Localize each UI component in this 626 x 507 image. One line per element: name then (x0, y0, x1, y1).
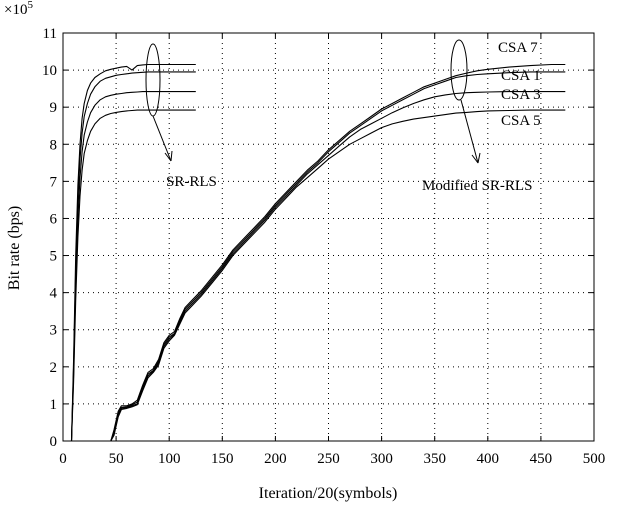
series-label-csa7: CSA 7 (498, 40, 538, 56)
y-tick-label: 11 (43, 26, 57, 42)
x-axis-label: Iteration/20(symbols) (259, 485, 398, 502)
y-multiplier: ×105 (4, 0, 33, 18)
x-tick-label: 100 (158, 451, 181, 467)
y-tick-label: 1 (50, 397, 58, 413)
y-tick-label: 2 (50, 360, 58, 376)
y-multiplier-exponent: 5 (27, 0, 33, 11)
sr-rls-line-3 (63, 91, 196, 442)
modified-sr-rls-line-4 (63, 109, 566, 442)
x-tick-label: 250 (317, 451, 340, 467)
modified-sr-rls-arrowhead (471, 152, 481, 164)
x-tick-label: 350 (423, 451, 446, 467)
series-label-csa5: CSA 5 (501, 113, 541, 129)
x-tick-label: 450 (530, 451, 553, 467)
modified-sr-rls-annotation: Modified SR-RLS (422, 178, 532, 194)
sr-rls-arrowhead (164, 150, 173, 162)
modified-sr-rls-group-ellipse (450, 39, 468, 101)
y-tick-label: 8 (50, 137, 58, 153)
y-tick-label: 3 (50, 323, 58, 339)
y-tick-label: 6 (50, 211, 58, 227)
x-tick-label: 150 (211, 451, 234, 467)
modified-sr-rls-line-1 (63, 63, 566, 442)
x-tick-label: 400 (477, 451, 500, 467)
y-tick-label: 0 (50, 434, 58, 450)
series-label-csa1: CSA 1 (501, 68, 541, 84)
modified-sr-rls-line-2 (63, 71, 566, 442)
x-tick-label: 200 (264, 451, 287, 467)
sr-rls-group-ellipse (145, 43, 161, 117)
sr-rls-line-2 (63, 71, 196, 442)
sr-rls-arrow (152, 115, 172, 162)
y-tick-label: 7 (50, 174, 58, 190)
y-tick-label: 9 (50, 100, 58, 116)
sr-rls-annotation: SR-RLS (166, 174, 217, 190)
modified-sr-rls-line-3 (63, 91, 566, 442)
y-tick-label: 10 (42, 63, 57, 79)
y-tick-label: 4 (50, 286, 58, 302)
y-tick-label: 5 (50, 249, 58, 265)
series-lines (63, 63, 566, 442)
x-tick-label: 300 (370, 451, 393, 467)
axis-ticks: 0 50 100 150 200 250 300 350 400 450 500 0 1 2 3 4 5 6 7 8 9… (42, 26, 605, 467)
x-tick-label: 0 (59, 451, 67, 467)
y-axis-label: Bit rate (bps) (6, 206, 23, 290)
modified-sr-rls-arrow (460, 99, 479, 164)
series-label-csa3: CSA 3 (501, 87, 541, 103)
x-tick-label: 50 (109, 451, 124, 467)
grid-lines (63, 33, 594, 441)
sr-rls-line-1 (63, 63, 196, 442)
x-tick-label: 500 (583, 451, 606, 467)
sr-rls-line-4 (63, 109, 196, 442)
